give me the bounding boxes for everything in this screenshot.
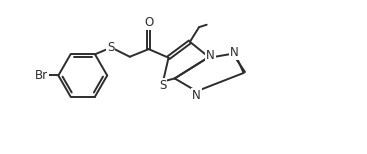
- Text: O: O: [144, 16, 153, 29]
- Text: N: N: [229, 46, 238, 59]
- Text: N: N: [192, 89, 201, 102]
- Text: Br: Br: [35, 69, 48, 82]
- Text: N: N: [206, 49, 215, 62]
- Text: S: S: [107, 41, 115, 54]
- Text: S: S: [159, 79, 166, 92]
